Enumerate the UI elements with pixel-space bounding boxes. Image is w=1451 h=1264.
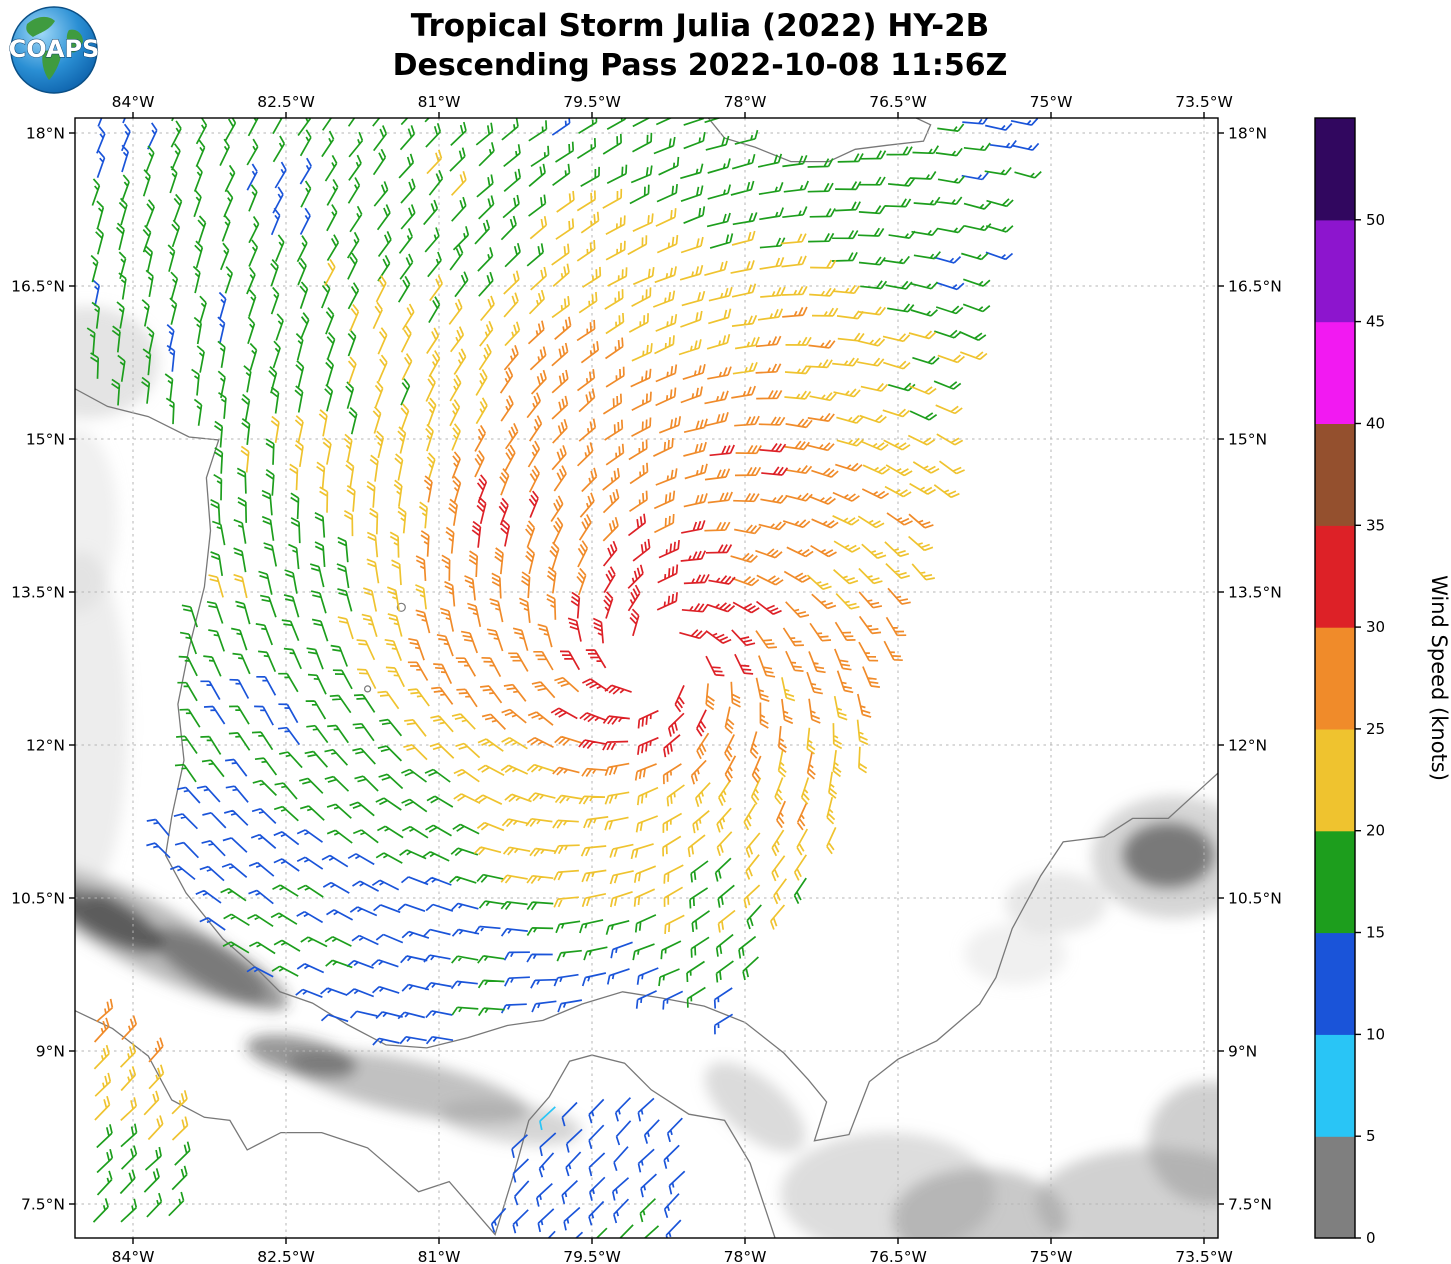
globe-land-south (42, 49, 61, 80)
x-tick-top: 79.5°W (563, 93, 621, 111)
colorbar-tick-label: 45 (1366, 313, 1385, 331)
x-tick-top: 84°W (112, 93, 155, 111)
island-outline (396, 602, 406, 612)
wind-barbs-15-20kt (86, 118, 1042, 1238)
y-tick-left: 12°N (26, 737, 65, 755)
y-tick-left: 10.5°N (11, 890, 65, 908)
figure-title-line1: Tropical Storm Julia (2022) HY-2B (410, 8, 990, 44)
colorbar-segment (1315, 932, 1355, 1035)
colorbar-segment (1315, 728, 1355, 832)
colorbar-segment (1315, 525, 1355, 628)
y-tick-right: 18°N (1228, 125, 1267, 143)
colorbar: 0 5 10 15 20 25 30 35 40 45 50 Wind Speed (knots) (1314, 117, 1451, 1247)
colorbar-segment (1315, 219, 1355, 323)
colorbar-tick-label: 20 (1366, 822, 1385, 840)
figure-title: Tropical Storm Julia (2022) HY-2B Descen… (0, 6, 1400, 86)
coastline-central-america (75, 388, 1218, 1142)
colorbar-label: Wind Speed (knots) (1427, 575, 1451, 781)
wind-barbs (86, 118, 1042, 1238)
colorbar-tick-label: 5 (1366, 1127, 1376, 1145)
x-tick-top: 76.5°W (869, 93, 927, 111)
coastline-pacific (75, 1009, 776, 1238)
x-tick-top: 81°W (418, 93, 461, 111)
y-tick-left: 13.5°N (11, 584, 65, 602)
colorbar-segment (1315, 1136, 1355, 1239)
x-tick-top: 73.5°W (1175, 93, 1233, 111)
coaps-logo: COAPS (8, 6, 100, 94)
y-tick-right: 10.5°N (1228, 890, 1282, 908)
y-tick-left: 18°N (26, 125, 65, 143)
x-tick-bottom: 82.5°W (257, 1248, 315, 1264)
colorbar-tick-label: 0 (1366, 1229, 1376, 1247)
colorbar-segment (1315, 830, 1355, 934)
x-tick-bottom: 84°W (112, 1248, 155, 1264)
plot-frame (69, 112, 1224, 1244)
axis-tick-labels: 84°W 84°W 82.5°W 82.5°W 81°W 81°W 79.5°W 79.5°W… (11, 93, 1282, 1264)
colorbar-tick-label: 50 (1366, 211, 1385, 229)
y-tick-right: 16.5°N (1228, 278, 1282, 296)
globe-land-east (66, 29, 83, 53)
colorbar-segment (1315, 423, 1355, 526)
colorbar-segment (1315, 627, 1355, 730)
wind-barbs-5-10kt (539, 1106, 556, 1131)
wind-barbs-20-25kt (93, 149, 988, 1141)
terrain-shading (75, 306, 1218, 1238)
colorbar-tick-label: 10 (1366, 1025, 1385, 1043)
y-tick-right: 13.5°N (1228, 584, 1282, 602)
y-tick-right: 9°N (1228, 1043, 1257, 1061)
x-tick-bottom: 76.5°W (869, 1248, 927, 1264)
colorbar-tick-label: 40 (1366, 415, 1385, 433)
colorbar-tick-label: 30 (1366, 618, 1385, 636)
colorbar-segment (1315, 118, 1355, 221)
wind-barbs-25-30kt (93, 306, 934, 1063)
colorbar-segment (1315, 1034, 1355, 1137)
x-tick-bottom: 81°W (418, 1248, 461, 1264)
colorbar-tick-label: 15 (1366, 924, 1385, 942)
y-tick-left: 9°N (36, 1043, 65, 1061)
island-outline (364, 685, 372, 693)
wind-barbs-30-35kt (471, 443, 789, 758)
x-tick-bottom: 75°W (1030, 1248, 1073, 1264)
x-tick-top: 78°W (724, 93, 767, 111)
y-tick-right: 12°N (1228, 737, 1267, 755)
wind-barbs-10-15kt (91, 118, 1040, 1238)
map-layer (75, 118, 1218, 1238)
y-tick-right: 15°N (1228, 431, 1267, 449)
figure-title-line2: Descending Pass 2022-10-08 11:56Z (392, 48, 1008, 83)
globe-land-north (26, 16, 55, 37)
colorbar-segment (1315, 321, 1355, 424)
colorbar-tick-label: 25 (1366, 720, 1385, 738)
x-tick-top: 75°W (1030, 93, 1073, 111)
x-tick-bottom: 78°W (724, 1248, 767, 1264)
colorbar-tick-label: 35 (1366, 516, 1385, 534)
y-tick-left: 16.5°N (11, 278, 65, 296)
coaps-logo-text: COAPS (9, 35, 100, 63)
x-tick-bottom: 73.5°W (1175, 1248, 1233, 1264)
x-tick-top: 82.5°W (257, 93, 315, 111)
x-tick-bottom: 79.5°W (563, 1248, 621, 1264)
y-tick-left: 15°N (26, 431, 65, 449)
y-tick-left: 7.5°N (21, 1196, 65, 1214)
y-tick-right: 7.5°N (1228, 1196, 1272, 1214)
